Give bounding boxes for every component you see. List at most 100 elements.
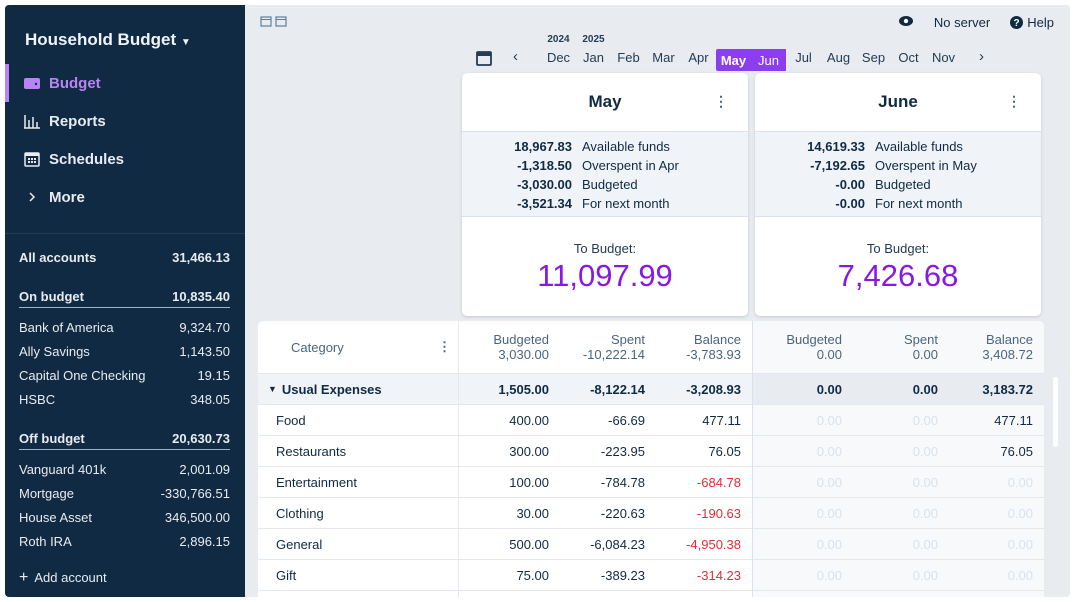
category-label: Gift xyxy=(276,567,297,583)
balance-cell: -4,950.38 xyxy=(686,536,741,552)
month-aug[interactable]: Aug xyxy=(821,35,856,71)
budgeted-cell[interactable]: 0.00 xyxy=(816,381,842,397)
account-name: Ally Savings xyxy=(19,344,90,359)
account-item[interactable]: Capital One Checking 19.15 xyxy=(19,368,230,383)
privacy-toggle[interactable] xyxy=(898,15,914,30)
help-button[interactable]: ? Help xyxy=(1010,15,1054,30)
budgeted-cell[interactable]: 1,505.00 xyxy=(498,381,549,397)
budgeted-cell[interactable]: 0.00 xyxy=(816,474,842,490)
category-name[interactable]: Restaurants xyxy=(276,436,346,466)
account-item[interactable]: On budget 10,835.40 xyxy=(19,289,230,308)
budgeted-cell[interactable]: 0.00 xyxy=(816,443,842,459)
spent-cell: -6,084.23 xyxy=(590,536,645,552)
account-item[interactable]: House Asset 346,500.00 xyxy=(19,510,230,525)
account-name: Off budget xyxy=(19,431,85,446)
prev-month-button[interactable]: ‹ xyxy=(513,48,518,65)
budgeted-cell[interactable]: 100.00 xyxy=(509,474,549,490)
budgeted-cell[interactable]: 400.00 xyxy=(509,412,549,428)
month-jun[interactable]: Jun xyxy=(751,49,786,71)
column-header: Budgeted 3,030.00 xyxy=(493,321,549,373)
eye-icon xyxy=(898,16,913,26)
budgeted-cell[interactable]: 300.00 xyxy=(509,443,549,459)
account-item[interactable]: Roth IRA 2,896.15 xyxy=(19,534,230,549)
view-toggle[interactable] xyxy=(260,15,287,27)
account-item[interactable]: Off budget 20,630.73 xyxy=(19,431,230,450)
sidebar-item-schedules[interactable]: Schedules xyxy=(5,140,245,178)
menu-dots-icon[interactable]: ⋮ xyxy=(438,339,451,354)
sidebar: Household Budget ▼ Budget Reports Schedule… xyxy=(5,5,245,597)
table-row[interactable]: Entertainment 100.00 -784.78 -684.78 0.00 0.0… xyxy=(258,467,1044,498)
category-header: Category xyxy=(291,339,344,355)
account-item[interactable]: Vanguard 401k 2,001.09 xyxy=(19,462,230,477)
month-may[interactable]: May xyxy=(716,49,751,71)
account-item[interactable]: Bank of America 9,324.70 xyxy=(19,320,230,335)
month-apr[interactable]: Apr xyxy=(681,35,716,71)
table-row[interactable]: Restaurants 300.00 -223.95 76.05 0.00 0.00 76.… xyxy=(258,436,1044,467)
menu-dots-icon[interactable]: ⋮ xyxy=(714,93,728,109)
account-item[interactable]: Mortgage -330,766.51 xyxy=(19,486,230,501)
budgeted-cell[interactable]: 75.00 xyxy=(516,567,549,583)
budgeted-cell[interactable]: 30.00 xyxy=(516,505,549,521)
month-jul[interactable]: Jul xyxy=(786,35,821,71)
summary-value: 18,967.83 xyxy=(514,139,572,154)
sidebar-item-label: Schedules xyxy=(49,150,125,168)
budgeted-cell[interactable]: 0.00 xyxy=(816,505,842,521)
budget-name-dropdown[interactable]: Household Budget ▼ xyxy=(25,30,191,50)
category-name[interactable]: Gift xyxy=(276,560,296,590)
summary-row: -0.00 For next month xyxy=(755,196,1041,215)
category-name[interactable]: Entertainment xyxy=(276,467,357,497)
month-oct[interactable]: Oct xyxy=(891,35,926,71)
month-picker-calendar[interactable] xyxy=(475,49,493,72)
column-header: Balance -3,783.93 xyxy=(686,321,741,373)
table-row[interactable]: Food 400.00 -66.69 477.11 0.00 0.00 477.11 xyxy=(258,405,1044,436)
budgeted-cell[interactable]: 0.00 xyxy=(816,536,842,552)
budgeted-cell[interactable]: 0.00 xyxy=(816,567,842,583)
scrollbar[interactable] xyxy=(1053,377,1058,447)
budgeted-cell[interactable]: 0.00 xyxy=(816,412,842,428)
account-balance: -330,766.51 xyxy=(160,486,230,501)
month-nov[interactable]: Nov xyxy=(926,35,961,71)
month-label: Mar xyxy=(652,50,675,65)
summary-value: -3,030.00 xyxy=(517,177,572,192)
category-label: Entertainment xyxy=(276,474,357,490)
table-row[interactable]: General 500.00 -6,084.23 -4,950.38 0.00 0.00 0… xyxy=(258,529,1044,560)
summary-value: -1,318.50 xyxy=(517,158,572,173)
spent-cell: -220.63 xyxy=(600,505,645,521)
category-name[interactable]: General xyxy=(276,529,322,559)
account-item[interactable]: All accounts 31,466.13 xyxy=(19,250,230,265)
category-name[interactable]: Food xyxy=(276,405,306,435)
category-name[interactable]: ▼ Usual Expenses xyxy=(268,374,382,404)
add-account-button[interactable]: + Add account xyxy=(19,569,107,587)
balance-cell: 0.00 xyxy=(1007,567,1033,583)
server-status[interactable]: No server xyxy=(933,15,991,30)
table-row[interactable]: Clothing 30.00 -220.63 -190.63 0.00 0.00 0.00 xyxy=(258,498,1044,529)
sidebar-item-budget[interactable]: Budget xyxy=(5,64,245,102)
category-label: Usual Expenses xyxy=(281,381,382,397)
month-mar[interactable]: Mar xyxy=(646,35,681,71)
account-balance: 1,143.50 xyxy=(179,344,230,359)
sidebar-item-label: More xyxy=(49,188,85,206)
calendar-icon[interactable] xyxy=(260,15,272,27)
divider xyxy=(458,321,459,597)
category-group-row[interactable]: ▼ Usual Expenses 1,505.00 -8,122.14 -3,208.9… xyxy=(258,374,1044,405)
account-item[interactable]: Ally Savings 1,143.50 xyxy=(19,344,230,359)
menu-dots-icon[interactable]: ⋮ xyxy=(1007,93,1021,109)
caret-down-icon[interactable]: ▼ xyxy=(268,384,277,394)
month-dec[interactable]: 2024 Dec xyxy=(541,34,576,71)
balance-cell: 477.11 xyxy=(702,412,741,428)
calendar-icon[interactable] xyxy=(275,15,287,27)
account-item[interactable]: HSBC 348.05 xyxy=(19,392,230,407)
month-sep[interactable]: Sep xyxy=(856,35,891,71)
category-name[interactable]: Clothing xyxy=(276,498,324,528)
month-jan[interactable]: 2025 Jan xyxy=(576,34,611,71)
table-row[interactable]: Gift 75.00 -389.23 -314.23 0.00 0.00 0.00 xyxy=(258,560,1044,591)
sidebar-item-reports[interactable]: Reports xyxy=(5,102,245,140)
spent-cell: -8,122.14 xyxy=(590,381,645,397)
spent-cell: 0.00 xyxy=(912,567,938,583)
summary-value: -0.00 xyxy=(835,196,865,211)
month-feb[interactable]: Feb xyxy=(611,35,646,71)
budgeted-cell[interactable]: 500.00 xyxy=(509,536,549,552)
sidebar-item-more[interactable]: More xyxy=(5,178,245,216)
next-month-button[interactable]: › xyxy=(979,48,984,65)
balance-cell: -190.63 xyxy=(696,505,741,521)
